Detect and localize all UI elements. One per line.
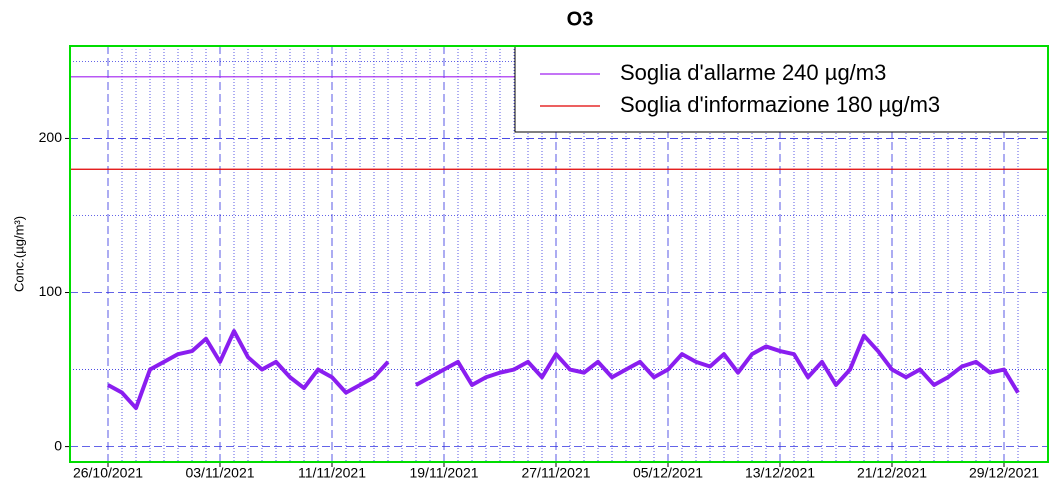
x-tick-label: 27/11/2021 [521, 465, 590, 481]
x-tick-label: 13/12/2021 [745, 465, 815, 481]
legend-label: Soglia d'allarme 240 µg/m3 [620, 60, 886, 85]
y-tick-label: 200 [39, 129, 63, 145]
legend-label: Soglia d'informazione 180 µg/m3 [620, 92, 940, 117]
x-tick-label: 11/11/2021 [298, 465, 366, 481]
x-tick-label: 19/11/2021 [409, 465, 478, 481]
legend-box [514, 45, 1049, 133]
data-line [107, 329, 1020, 411]
x-tick-label: 29/12/2021 [969, 465, 1039, 481]
chart-title: O3 [567, 8, 594, 30]
x-tick-label: 03/11/2021 [185, 465, 254, 481]
x-tick-label: 26/10/2021 [73, 465, 143, 481]
x-tick-label: 21/12/2021 [857, 465, 927, 481]
plot-frame [69, 45, 1049, 463]
y-tick-label: 0 [54, 437, 62, 453]
y-tick-label: 100 [39, 283, 63, 299]
x-tick-label: 05/12/2021 [633, 465, 703, 481]
y-axis-label: Conc.(µg/m³) [11, 216, 26, 292]
